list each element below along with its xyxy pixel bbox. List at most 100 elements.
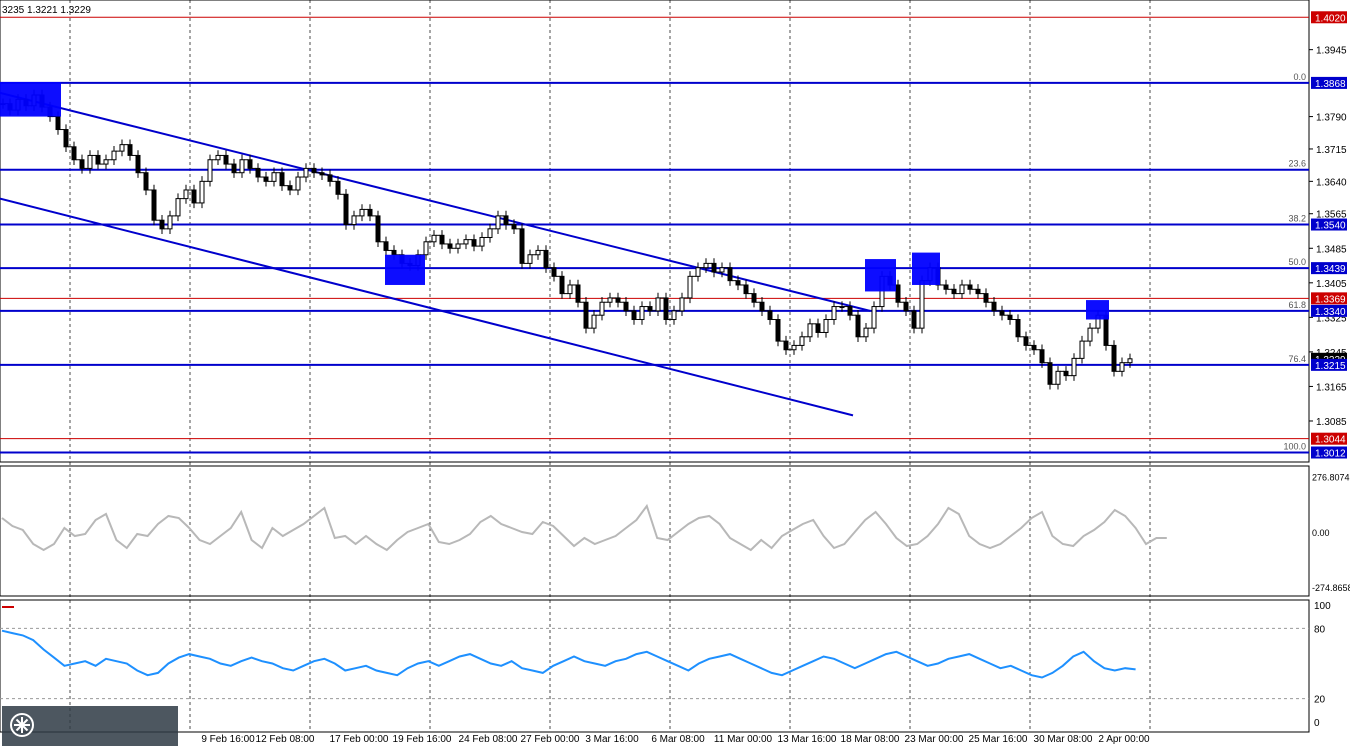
candle-body xyxy=(207,159,213,182)
price-tag-label: 1.3868 xyxy=(1315,79,1346,90)
channel-line xyxy=(0,197,854,417)
candle-body xyxy=(911,310,917,329)
watermark-logo xyxy=(2,706,178,746)
candle-body xyxy=(983,293,989,303)
price-tick-label: 1.3405 xyxy=(1316,279,1347,290)
candle-body xyxy=(295,176,301,191)
candle-body xyxy=(695,267,701,277)
candle-body xyxy=(759,301,765,312)
candle-body xyxy=(727,267,733,282)
price-tag-box xyxy=(1311,218,1347,231)
candle-body xyxy=(871,306,877,329)
candle-body xyxy=(951,288,957,295)
candle-body xyxy=(191,189,197,204)
candle-body xyxy=(255,167,261,178)
candle-body xyxy=(599,301,605,316)
price-tick-label: 1.3085 xyxy=(1316,417,1347,428)
candle-body xyxy=(1039,349,1045,364)
candle-body xyxy=(1127,358,1133,364)
candle-body xyxy=(279,172,285,187)
candle-body xyxy=(775,319,781,342)
candle-body xyxy=(975,288,981,295)
candle-body xyxy=(567,284,573,295)
rsi-indicator xyxy=(0,627,1309,700)
candle-body xyxy=(63,129,69,148)
candle-body xyxy=(431,234,437,243)
fib-level-label: 76.4 xyxy=(1288,354,1306,364)
candle-body xyxy=(87,154,93,169)
candle-body xyxy=(831,306,837,321)
price-panel-frame xyxy=(0,0,1310,463)
price-tick-label: 1.3790 xyxy=(1316,113,1347,124)
candle-body xyxy=(1103,314,1109,346)
candle-body xyxy=(503,215,509,226)
price-tick-label: 1.3165 xyxy=(1316,382,1347,393)
candle-body xyxy=(71,146,77,161)
candle-body xyxy=(799,336,805,346)
price-tag-label: 1.3044 xyxy=(1315,435,1346,446)
candle-body xyxy=(391,249,397,256)
highlight-box xyxy=(912,252,940,285)
candle-body xyxy=(815,323,821,333)
candle-body xyxy=(583,301,589,329)
candle-body xyxy=(79,159,85,169)
channel-line xyxy=(0,91,871,312)
candle-body xyxy=(127,144,133,156)
fib-level-label: 23.6 xyxy=(1288,159,1306,169)
price-tick-label: 1.3565 xyxy=(1316,210,1347,221)
candle-body xyxy=(623,301,629,312)
candle-body xyxy=(791,344,797,351)
candle-body xyxy=(111,150,117,161)
candle-body xyxy=(327,174,333,182)
time-tick-label: 19 Feb 16:00 xyxy=(393,734,452,745)
candle-body xyxy=(175,198,181,217)
cci-panel-frame xyxy=(0,465,1310,597)
time-tick-label: 23 Mar 00:00 xyxy=(905,734,964,745)
candle-body xyxy=(735,280,741,286)
candle-body xyxy=(679,297,685,312)
candle-body xyxy=(919,280,925,329)
price-tag-box xyxy=(1311,358,1347,371)
time-tick-label: 24 Feb 08:00 xyxy=(459,734,518,745)
price-tick-label: 1.3640 xyxy=(1316,177,1347,188)
candle-body xyxy=(991,301,997,312)
candle-body xyxy=(559,275,565,295)
highlight-box xyxy=(865,259,896,292)
candle-body xyxy=(271,172,277,182)
rsi-tick-label: 100 xyxy=(1314,601,1331,612)
time-tick-label: 13 Mar 16:00 xyxy=(778,734,837,745)
time-tick-label: 2 Apr 00:00 xyxy=(1098,734,1150,745)
price-tag-label: 1.3369 xyxy=(1315,294,1346,305)
candle-body xyxy=(903,301,909,312)
candle-body xyxy=(143,172,149,191)
time-axis: 9 Feb 16:00 12 Feb 08:00 17 Feb 00:00 19 Fe… xyxy=(201,734,1150,745)
cci-indicator xyxy=(1,503,1167,552)
candle-body xyxy=(1015,319,1021,338)
candle-body xyxy=(511,224,517,230)
rsi-panel-frame xyxy=(0,599,1310,733)
candle-body xyxy=(239,159,245,174)
time-tick-label: 12 Feb 08:00 xyxy=(256,734,315,745)
candle-body xyxy=(719,267,725,273)
ohlc-header: 3235 1.3221 1.3229 xyxy=(2,5,91,16)
candle-body xyxy=(551,267,557,277)
price-tags: 1.4020 1.3868 1.3540 1.3439 1.3369 1.3340 1.32… xyxy=(1311,11,1347,460)
candle-body xyxy=(167,215,173,230)
time-tick-label: 17 Feb 00:00 xyxy=(330,734,389,745)
price-tag-box xyxy=(1311,432,1347,445)
candle-body xyxy=(639,306,645,321)
candle-body xyxy=(343,193,349,226)
highlight-box xyxy=(1086,300,1109,320)
candle-body xyxy=(543,249,549,269)
candle-body xyxy=(959,284,965,295)
candle-body xyxy=(535,249,541,256)
candle-body xyxy=(1031,344,1037,351)
candle-body xyxy=(159,219,165,230)
candle-body xyxy=(767,310,773,321)
candle-body xyxy=(1047,362,1053,385)
price-series xyxy=(0,89,1133,390)
trend-channel xyxy=(0,91,871,417)
candle-body xyxy=(447,243,453,249)
candle-body xyxy=(855,314,861,338)
candle-body xyxy=(455,243,461,249)
